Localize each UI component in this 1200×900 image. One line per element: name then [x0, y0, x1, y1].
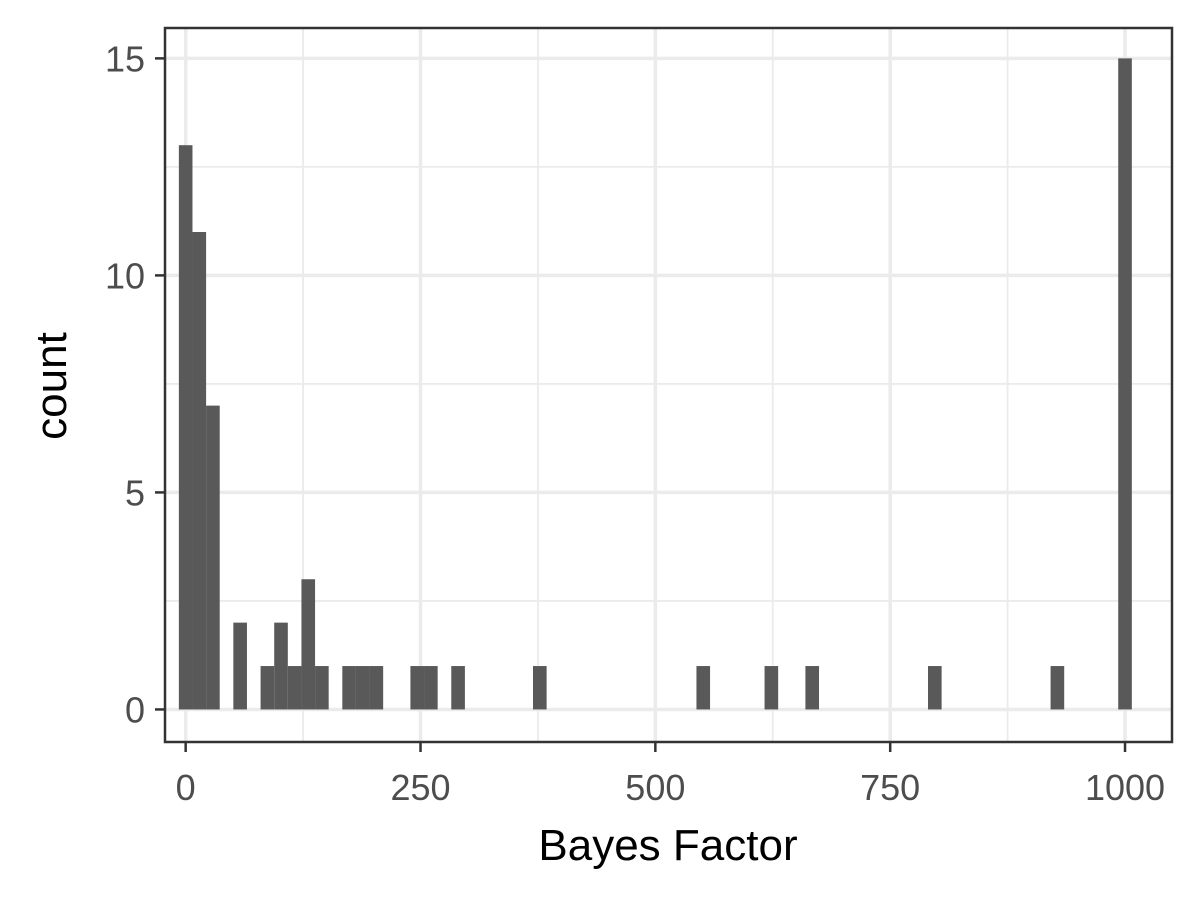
- y-tick-label: 5: [125, 472, 145, 513]
- y-tick-label: 10: [105, 255, 145, 296]
- histogram-bar: [424, 666, 438, 710]
- histogram-bar: [342, 666, 356, 710]
- histogram-bar: [274, 622, 288, 710]
- y-axis-title: count: [27, 332, 76, 440]
- histogram-bar: [1118, 58, 1132, 710]
- histogram-bar: [1050, 666, 1065, 710]
- histogram-bar: [233, 622, 247, 710]
- histogram-bar: [192, 232, 207, 710]
- x-tick-label: 500: [625, 767, 685, 808]
- histogram-bar: [410, 666, 425, 710]
- histogram-bar: [369, 666, 384, 710]
- x-tick-label: 750: [860, 767, 920, 808]
- histogram-bar: [315, 666, 329, 710]
- plot-panel-border: [163, 26, 1174, 744]
- histogram-bar: [301, 579, 316, 710]
- histogram-bar: [532, 666, 547, 710]
- x-tick-label: 0: [176, 767, 196, 808]
- histogram-bar: [355, 666, 370, 710]
- histogram-bar: [696, 666, 711, 710]
- histogram-bar: [260, 666, 275, 710]
- histogram-bar: [805, 666, 820, 710]
- y-tick-label: 15: [105, 38, 145, 79]
- x-axis-title: Bayes Factor: [538, 821, 797, 870]
- histogram-bar: [451, 666, 465, 710]
- histogram-bar: [287, 666, 302, 710]
- x-tick-label: 250: [390, 767, 450, 808]
- histogram-bar: [764, 666, 779, 710]
- histogram-bar: [178, 145, 193, 710]
- axis-ticks: 0 250 500 750 1000 0 5 10 15: [105, 38, 1165, 808]
- histogram-bars: [178, 58, 1132, 710]
- y-tick-label: 0: [125, 689, 145, 730]
- histogram-bar: [206, 405, 220, 710]
- histogram-bar: [927, 666, 942, 710]
- grid: [165, 28, 1172, 742]
- x-tick-label: 1000: [1085, 767, 1165, 808]
